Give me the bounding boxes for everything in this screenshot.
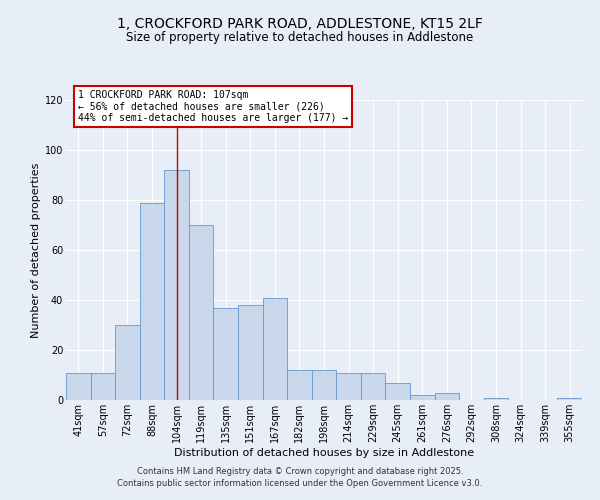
Bar: [91, 372, 115, 400]
Bar: [287, 370, 312, 400]
Y-axis label: Number of detached properties: Number of detached properties: [31, 162, 41, 338]
Bar: [140, 202, 164, 400]
Bar: [557, 398, 582, 400]
Text: 1, CROCKFORD PARK ROAD, ADDLESTONE, KT15 2LF: 1, CROCKFORD PARK ROAD, ADDLESTONE, KT15…: [117, 18, 483, 32]
Bar: [385, 382, 410, 400]
Bar: [115, 325, 140, 400]
Text: Contains HM Land Registry data © Crown copyright and database right 2025.: Contains HM Land Registry data © Crown c…: [137, 467, 463, 476]
Text: Size of property relative to detached houses in Addlestone: Size of property relative to detached ho…: [127, 31, 473, 44]
X-axis label: Distribution of detached houses by size in Addlestone: Distribution of detached houses by size …: [174, 448, 474, 458]
Bar: [434, 392, 459, 400]
Bar: [312, 370, 336, 400]
Bar: [361, 372, 385, 400]
Text: 1 CROCKFORD PARK ROAD: 107sqm
← 56% of detached houses are smaller (226)
44% of : 1 CROCKFORD PARK ROAD: 107sqm ← 56% of d…: [78, 90, 348, 123]
Bar: [189, 225, 214, 400]
Bar: [336, 372, 361, 400]
Bar: [214, 308, 238, 400]
Text: Contains public sector information licensed under the Open Government Licence v3: Contains public sector information licen…: [118, 478, 482, 488]
Bar: [263, 298, 287, 400]
Bar: [484, 398, 508, 400]
Bar: [410, 395, 434, 400]
Bar: [66, 372, 91, 400]
Bar: [164, 170, 189, 400]
Bar: [238, 305, 263, 400]
